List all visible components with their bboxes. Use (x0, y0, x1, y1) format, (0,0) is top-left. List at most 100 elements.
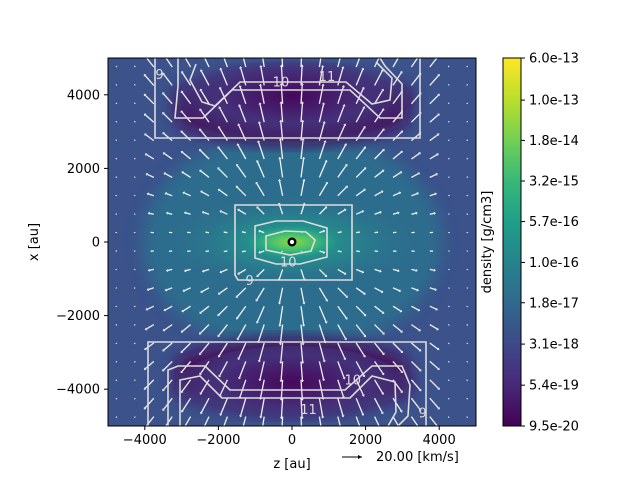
velocity-arrowhead (199, 352, 202, 356)
velocity-arrow (392, 91, 402, 105)
velocity-arrow (236, 165, 247, 178)
velocity-arrow (410, 379, 421, 391)
velocity-arrowhead (437, 406, 440, 410)
velocity-arrow (466, 120, 469, 123)
velocity-arrow (337, 416, 341, 426)
velocity-arrow (355, 287, 365, 294)
velocity-arrow (281, 58, 284, 68)
velocity-arrow (219, 287, 228, 294)
velocity-arrow (241, 250, 246, 253)
velocity-arrowhead (418, 152, 421, 155)
velocity-arrow (392, 324, 402, 332)
velocity-arrow (355, 397, 364, 415)
velocity-arrow (318, 324, 326, 342)
velocity-arrowhead (361, 86, 365, 90)
velocity-arrowhead (199, 88, 203, 92)
velocity-arrow (223, 416, 229, 426)
velocity-arrow (466, 416, 469, 419)
velocity-arrow (466, 342, 469, 345)
velocity-arrow (278, 269, 284, 280)
velocity-arrow (199, 324, 210, 334)
velocity-arrow (429, 379, 439, 389)
velocity-arrow (337, 305, 347, 319)
velocity-arrowhead (183, 211, 187, 215)
velocity-arrow (374, 129, 384, 142)
velocity-arrow (374, 287, 382, 293)
velocity-arrow (147, 305, 155, 310)
velocity-arrowhead (258, 83, 263, 86)
velocity-arrow (164, 324, 173, 331)
velocity-arrow (447, 102, 450, 105)
velocity-arrow (300, 324, 304, 344)
y-axis-ticks: 4000 2000 0 −2000 −4000 (56, 88, 108, 398)
velocity-arrow (411, 324, 420, 331)
velocity-arrowhead (381, 352, 385, 356)
velocity-arrow (221, 268, 228, 273)
velocity-arrowhead (361, 67, 365, 71)
contour-label: 9 (418, 407, 426, 422)
velocity-arrowhead (182, 289, 186, 293)
velocity-arrow (466, 379, 469, 382)
velocity-arrow (429, 287, 436, 291)
velocity-field (115, 48, 469, 431)
velocity-arrow (374, 70, 383, 86)
velocity-arrowhead (236, 143, 240, 146)
velocity-arrow (278, 204, 284, 215)
velocity-arrowhead (341, 66, 345, 69)
velocity-arrowhead (219, 270, 222, 274)
velocity-arrow (392, 172, 401, 178)
velocity-arrow (133, 379, 136, 382)
velocity-key-arrowhead (358, 455, 362, 459)
velocity-arrowhead (181, 171, 184, 174)
velocity-arrowhead (219, 413, 223, 416)
velocity-arrowhead (201, 269, 205, 273)
velocity-arrowhead (380, 411, 384, 415)
velocity-arrowhead (218, 86, 222, 90)
velocity-arrow (392, 342, 403, 353)
velocity-arrow (146, 154, 155, 160)
velocity-arrow (374, 191, 382, 197)
velocity-arrowhead (382, 332, 385, 335)
x-axis-label: z [au] (273, 457, 310, 472)
velocity-arrowhead (418, 428, 421, 431)
velocity-arrow (374, 268, 381, 272)
velocity-arrowhead (300, 101, 305, 104)
velocity-arrow (164, 173, 173, 178)
x-tick-label: 0 (288, 433, 296, 448)
velocity-arrowhead (162, 132, 165, 135)
velocity-arrow (200, 170, 210, 178)
velocity-arrow (318, 287, 328, 301)
contour-upper-outer (154, 58, 421, 139)
velocity-arrow (374, 416, 380, 426)
velocity-arrowhead (240, 48, 243, 50)
velocity-arrowhead (145, 172, 149, 176)
velocity-arrowhead (379, 269, 382, 273)
velocity-arrow (221, 210, 228, 215)
velocity-arrow (259, 230, 265, 234)
velocity-arrow (429, 342, 439, 350)
y-axis-label: x [au] (27, 223, 42, 261)
velocity-arrow (318, 379, 324, 399)
velocity-arrow (355, 324, 366, 337)
velocity-arrowhead (400, 150, 403, 154)
velocity-arrowhead (416, 288, 419, 292)
velocity-arrowhead (217, 334, 221, 338)
velocity-arrow (148, 193, 155, 197)
velocity-arrow (337, 209, 345, 215)
velocity-arrow (429, 94, 439, 105)
velocity-arrow (133, 157, 136, 160)
velocity-arrowhead (381, 128, 385, 132)
velocity-arrowhead (146, 288, 150, 292)
velocity-arrow (199, 342, 210, 354)
velocity-arrow (200, 361, 210, 374)
velocity-arrow (374, 305, 384, 314)
colorbar-tick-label: 1.0e-13 (529, 94, 579, 109)
velocity-arrowhead (200, 290, 203, 294)
velocity-arrowhead (398, 289, 402, 293)
velocity-arrowhead (278, 302, 282, 305)
velocity-arrow (236, 186, 247, 197)
velocity-arrow (239, 379, 247, 397)
velocity-arrowhead (200, 411, 203, 415)
velocity-arrow (392, 111, 403, 123)
velocity-arrow (218, 324, 228, 336)
